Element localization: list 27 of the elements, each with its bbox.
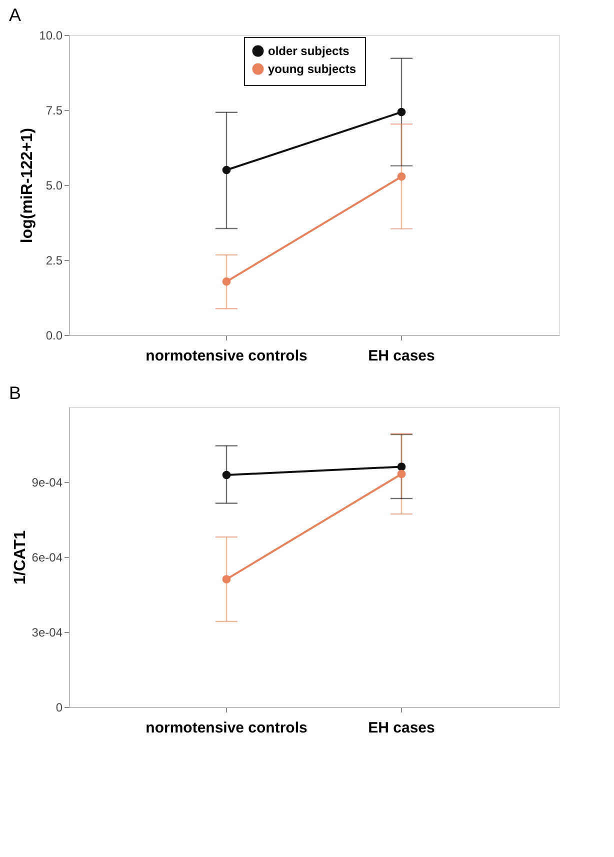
y-axis-title: 1/CAT1 (12, 530, 29, 584)
chart-title: A (9, 5, 22, 25)
x-tick-label: normotensive controls (146, 348, 308, 364)
y-tick-label: 0 (56, 700, 63, 714)
point (397, 462, 406, 471)
point (222, 575, 231, 584)
y-tick-label: 5.0 (46, 178, 63, 192)
x-tick-label: normotensive controls (146, 720, 308, 736)
y-tick-label: 6e-04 (32, 550, 63, 564)
legend-label: older subjects (268, 44, 350, 58)
x-tick-label: EH cases (368, 720, 435, 736)
point (222, 470, 231, 480)
y-tick-label: 3e-04 (32, 626, 63, 640)
point (397, 108, 406, 116)
legend-label: young subjects (268, 62, 356, 76)
y-axis-title: log(miR-122+1) (19, 128, 36, 244)
point (222, 277, 231, 286)
chart-title: B (9, 383, 22, 403)
y-tick-label: 7.5 (46, 104, 63, 118)
y-tick-label: 0.0 (46, 328, 63, 342)
point (397, 172, 406, 181)
y-tick-label: 2.5 (46, 254, 63, 268)
y-tick-label: 9e-04 (32, 476, 63, 490)
y-tick-label: 10.0 (39, 28, 63, 42)
point (397, 470, 406, 478)
point (222, 166, 231, 174)
x-tick-label: EH cases (368, 348, 435, 364)
